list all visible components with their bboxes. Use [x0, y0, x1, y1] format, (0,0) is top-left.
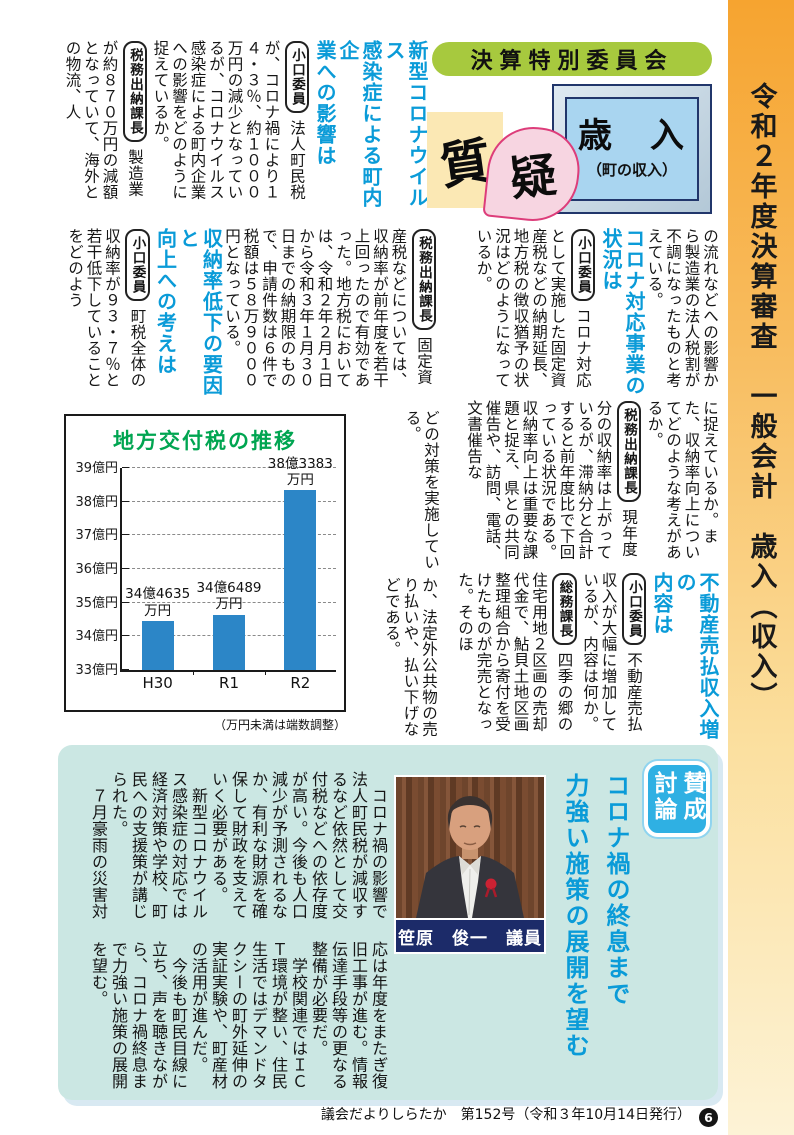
article-band-a2: 税務出納課長固定資産税などについては、収納率が前年度を若干上回ったので有効であっ…	[58, 228, 440, 400]
discussion-box: 賛成討論 コロナ禍の終息まで 力強い施策の展開を望む	[58, 745, 718, 1100]
speaker-label-zeimu: 税務出納課長	[411, 229, 436, 330]
gridline	[122, 534, 336, 536]
discussion-text-2: 応は年度をまたぎ復旧工事が進む。情報伝達手段等の更なる整備が必要だ。 学校関連で…	[89, 941, 388, 1090]
speaker-label-zeimu: 税務出納課長	[122, 41, 147, 142]
y-axis-tick-label: 33億円	[75, 663, 118, 678]
y-axis-tick-label: 35億円	[75, 595, 118, 611]
question-text: 法人町民税が、コロナ禍により１４・３％、約１０００万円の減少となっているが、コロ…	[151, 40, 307, 200]
chart-plot-area: 33億円 34億円 35億円 36億円 37億円 38億円 39億円 34億4635 万円 H3…	[75, 456, 336, 692]
revenue-frame-inner: 歳 入 （町の収入）	[565, 97, 699, 201]
y-axis-tick-label: 37億円	[75, 528, 118, 544]
bar-R2	[284, 490, 317, 670]
lead-text: の流れなどへの影響から製造業の法人税割が不調になったものと考えている。	[645, 228, 720, 388]
answer-text: どの対策を実施している。	[403, 410, 441, 570]
bar-value-label: 34億6489 万円	[196, 580, 262, 613]
gridline	[122, 601, 336, 603]
bar-H30	[141, 620, 174, 670]
y-axis-tick-label: 36億円	[75, 562, 118, 577]
headline-property-sales: 不動産売払収入増の 内容は	[650, 572, 720, 740]
y-axis-tick-label: 38億円	[75, 494, 118, 510]
answer-text: 四季の郷の住宅用地２区画の売却代金で、鮎貝土地区画整理組合から寄付を受けたものが…	[456, 572, 574, 732]
article-band-r1: の流れなどへの影響から製造業の法人税割が不調になったものと考えている。 コロナ対応…	[437, 228, 720, 400]
y-axis-tick	[122, 568, 129, 569]
chart-title: 地方交付税の推移	[113, 429, 297, 453]
answer-text: 製造業が約８７０万円の減額となっていて、海外との物流、人	[63, 40, 145, 200]
headline-covid-impact: 新型コロナウイルス 感染症による町内企 業への影響は	[313, 40, 429, 208]
y-axis-tick	[122, 601, 129, 603]
y-axis-tick	[122, 635, 129, 637]
discussion-headline: コロナ禍の終息まで 力強い施策の展開を望む	[561, 773, 630, 1059]
continuation-m2: どの対策を実施している。	[396, 410, 441, 582]
member-photo	[394, 775, 546, 920]
question-text: コロナ対応として実施した固定資産税などの納期延長、地方税の徴収猶予の状況はどのよ…	[474, 228, 593, 388]
member-caption: 笹原 俊一 議員	[394, 920, 546, 954]
x-axis-label: H30	[142, 674, 173, 692]
page-number: 6	[699, 1108, 718, 1127]
x-axis-label: R2	[290, 674, 311, 692]
sidebar-banner: 令和２年度決算審査 一般会計 歳入（収入）	[728, 0, 794, 1135]
discussion-text-1: コロナ禍の影響で法人町民税が減収するなど依然として交付税などへの依存度が高い。今…	[89, 771, 388, 920]
revenue-title: 歳 入	[578, 115, 686, 156]
y-axis-tick	[122, 534, 129, 536]
y-axis-tick	[122, 500, 129, 502]
gi-char: 疑	[507, 147, 560, 207]
answer-text: か、法定外公共物の売り払いや、払い下げなどである。	[383, 577, 438, 737]
gridline	[122, 500, 336, 502]
y-axis-tick-label: 39億円	[75, 461, 118, 476]
committee-banner: 決算特別委員会	[432, 42, 712, 76]
article-band-r3: 不動産売払収入増の 内容は 小口委員不動産売払収入が大幅に増加しているが、内容は何…	[437, 572, 720, 744]
x-axis-label: R1	[219, 674, 239, 692]
gridline	[122, 467, 336, 468]
y-axis-tick	[122, 467, 129, 468]
answer-text: 現年度分の収納率は上がっているが、滞納分と合計すると前年度比で下回っている状況で…	[465, 400, 638, 560]
y-axis-tick-label: 34億円	[75, 629, 118, 645]
question-text: 不動産売払収入が大幅に増加しているが、内容は何か。	[581, 572, 643, 732]
member-portrait-illustration	[416, 796, 524, 918]
revenue-subtitle: （町の収入）	[586, 161, 677, 180]
headline-covid-programs: コロナ対応事業の 状況は	[599, 228, 646, 396]
headline-collection-rate: 収納率低下の要因と 向上への考えは	[153, 228, 224, 396]
x-axis-tick	[264, 670, 266, 675]
lead-text: に捉えているか。また、収納率向上についてどのような考えがあるか。	[645, 400, 720, 560]
speaker-label-koguchi: 小口委員	[284, 41, 309, 113]
local-allocation-tax-chart: 地方交付税の推移 33億円 34億円 35億円 36億円 37億円 38億円 39億円 34億…	[64, 414, 346, 712]
speaker-label-koguchi: 小口委員	[621, 573, 646, 645]
bar-R1	[213, 614, 245, 670]
revenue-frame: 歳 入 （町の収入）	[552, 84, 712, 214]
speaker-label-koguchi: 小口委員	[570, 229, 595, 301]
page-title: 令和２年度決算審査 一般会計 歳入（収入）	[745, 82, 777, 712]
continuation-m3: か、法定外公共物の売り払いや、払い下げなどである。	[380, 577, 438, 742]
bar-value-label: 38億3383 万円	[267, 455, 333, 489]
y-axis-tick	[122, 669, 129, 670]
speaker-label-zeimu: 税務出納課長	[616, 401, 641, 502]
answer-text: 固定資産税などについては、収納率が前年度を若干上回ったので有効であった。地方税に…	[223, 228, 433, 388]
x-axis-tick	[193, 670, 195, 675]
footer-text: 議会だよりしらたか 第152号（令和３年10月14日発行）	[320, 1107, 691, 1123]
question-text: 町税全体の収納率が９３・７％と若干低下していることをどのよう	[66, 228, 147, 388]
gridline	[122, 568, 336, 569]
article-band-a1: 新型コロナウイルス 感染症による町内企 業への影響は 小口委員法人町民税が、コロナ…	[58, 40, 430, 212]
approval-debate-badge: 賛成討論	[644, 761, 710, 837]
bar-value-label: 34億4635 万円	[125, 586, 191, 619]
speaker-label-soumu: 総務課長	[552, 573, 577, 645]
member-photo-wrap: 笹原 俊一 議員	[394, 775, 546, 954]
speaker-label-koguchi: 小口委員	[125, 229, 150, 301]
footer: 議会だよりしらたか 第152号（令和３年10月14日発行） 6	[0, 1104, 718, 1127]
chart-note: （万円未満は端数調整）	[213, 718, 346, 732]
article-band-r2: に捉えているか。また、収納率向上についてどのような考えがあるか。 税務出納課長現年…	[437, 400, 719, 572]
